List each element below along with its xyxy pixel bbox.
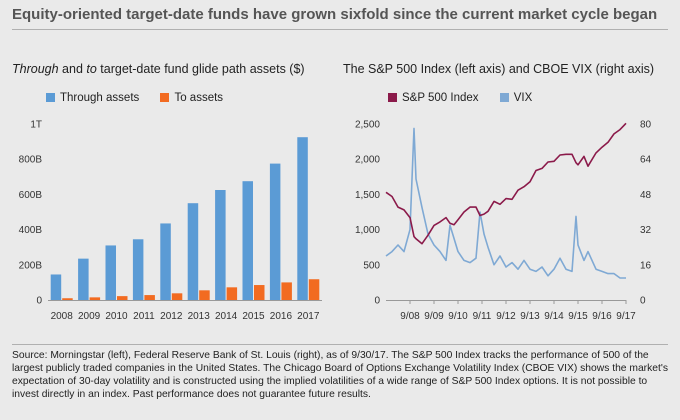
left-bar-chart: 0 200B 400B 600B 800B 1T 2008 2009 2010 2011 2012 2… xyxy=(19,120,322,322)
headline: Equity-oriented target-date funds have g… xyxy=(12,6,668,30)
left-y-tick-label: 800B xyxy=(19,155,43,166)
legend-label-sp500: S&P 500 Index xyxy=(402,92,479,104)
right-x-tick-label: 9/10 xyxy=(448,311,468,322)
right-line-chart: 0 500 1,000 1,500 2,000 2,500 0 16 32 48 64 80 9/08 9… xyxy=(355,120,652,323)
bar-through-2008 xyxy=(50,274,62,300)
bar-through-2013 xyxy=(187,203,199,300)
left-x-tick-label: 2014 xyxy=(215,311,238,322)
right-chart-left-y-tick-label: 500 xyxy=(363,260,380,271)
legend-swatch-vix xyxy=(499,93,509,102)
right-chart-right-y-tick-label: 0 xyxy=(640,296,646,307)
left-y-tick-label: 1T xyxy=(30,120,42,131)
left-x-tick-label: 2008 xyxy=(51,311,74,322)
right-x-tick-label: 9/08 xyxy=(400,311,420,322)
left-x-tick-label: 2016 xyxy=(270,311,293,322)
legend-sp500: S&P 500 Index xyxy=(388,92,479,104)
legend-label-vix: VIX xyxy=(513,92,533,104)
right-chart-left-y-tick-label: 2,000 xyxy=(355,155,380,166)
legend-label-to: To assets xyxy=(174,92,224,104)
left-x-tick-label: 2013 xyxy=(188,311,211,322)
bar-through-2014 xyxy=(215,190,226,300)
right-x-tick-label: 9/17 xyxy=(616,311,636,322)
legend-swatch-to xyxy=(160,93,170,102)
left-x-tick-label: 2017 xyxy=(297,311,320,322)
right-x-tick-label: 9/16 xyxy=(592,311,612,322)
legend-through-assets: Through assets xyxy=(46,92,139,104)
right-chart-left-y-tick-label: 1,000 xyxy=(355,225,380,236)
legend-vix: VIX xyxy=(499,92,533,104)
right-chart-right-y-tick-label: 64 xyxy=(640,155,652,166)
right-x-tick-label: 9/14 xyxy=(544,311,564,322)
legend-label-through: Through assets xyxy=(60,92,140,104)
bar-to-2017 xyxy=(308,279,320,300)
right-x-tick-label: 9/12 xyxy=(496,311,516,322)
bar-to-2016 xyxy=(281,282,292,300)
right-chart-left-y-tick-label: 1,500 xyxy=(355,190,380,201)
right-x-tick-label: 9/11 xyxy=(473,311,492,322)
right-chart-left-y-tick-label: 0 xyxy=(374,296,380,307)
bar-through-2016 xyxy=(269,163,281,300)
left-chart-title: Through and to target-date fund glide pa… xyxy=(12,62,305,76)
title-rest: target-date fund glide path assets ($) xyxy=(96,62,305,76)
bar-to-2015 xyxy=(254,285,265,300)
bar-to-2008 xyxy=(62,298,73,300)
left-x-tick-label: 2010 xyxy=(105,311,128,322)
legend-swatch-sp500 xyxy=(388,93,397,102)
bar-to-2014 xyxy=(226,287,238,300)
left-x-tick-label: 2009 xyxy=(78,311,101,322)
left-y-tick-label: 0 xyxy=(36,296,42,307)
right-x-tick-label: 9/13 xyxy=(520,311,540,322)
bar-through-2011 xyxy=(132,239,144,300)
bar-to-2013 xyxy=(199,290,210,300)
left-y-tick-label: 400B xyxy=(19,225,43,236)
legend-to-assets: To assets xyxy=(160,92,223,104)
left-x-tick-label: 2012 xyxy=(160,311,183,322)
legend-swatch-through xyxy=(46,93,55,102)
right-chart-right-y-tick-label: 48 xyxy=(640,190,652,201)
left-legend: Through assets To assets xyxy=(46,92,241,104)
left-y-tick-label: 200B xyxy=(19,260,43,271)
left-x-tick-label: 2011 xyxy=(133,311,155,322)
bar-to-2012 xyxy=(171,293,183,300)
title-through: Through xyxy=(12,62,59,76)
bar-to-2011 xyxy=(144,295,155,300)
right-chart-title: The S&P 500 Index (left axis) and CBOE V… xyxy=(343,62,655,76)
right-x-tick-label: 9/09 xyxy=(424,311,444,322)
title-to: to xyxy=(86,62,97,76)
title-and: and xyxy=(58,62,87,76)
bar-through-2012 xyxy=(160,223,171,300)
bar-through-2010 xyxy=(105,245,116,300)
source-note: Source: Morningstar (left), Federal Rese… xyxy=(12,344,668,401)
bar-through-2015 xyxy=(242,181,253,300)
bar-to-2009 xyxy=(89,297,101,300)
right-chart-left-y-tick-label: 2,500 xyxy=(355,120,380,131)
right-chart-right-y-tick-label: 80 xyxy=(640,120,652,131)
bar-through-2017 xyxy=(297,137,308,300)
left-x-tick-label: 2015 xyxy=(242,311,265,322)
right-x-tick-label: 9/15 xyxy=(568,311,588,322)
bar-to-2010 xyxy=(117,296,128,300)
right-chart-right-y-tick-label: 32 xyxy=(640,225,652,236)
right-chart-right-y-tick-label: 16 xyxy=(640,260,652,271)
right-legend: S&P 500 Index VIX xyxy=(388,92,550,104)
left-y-tick-label: 600B xyxy=(19,190,43,201)
bar-through-2009 xyxy=(78,258,89,300)
vix-line xyxy=(385,127,626,279)
sp500-line xyxy=(385,122,627,245)
